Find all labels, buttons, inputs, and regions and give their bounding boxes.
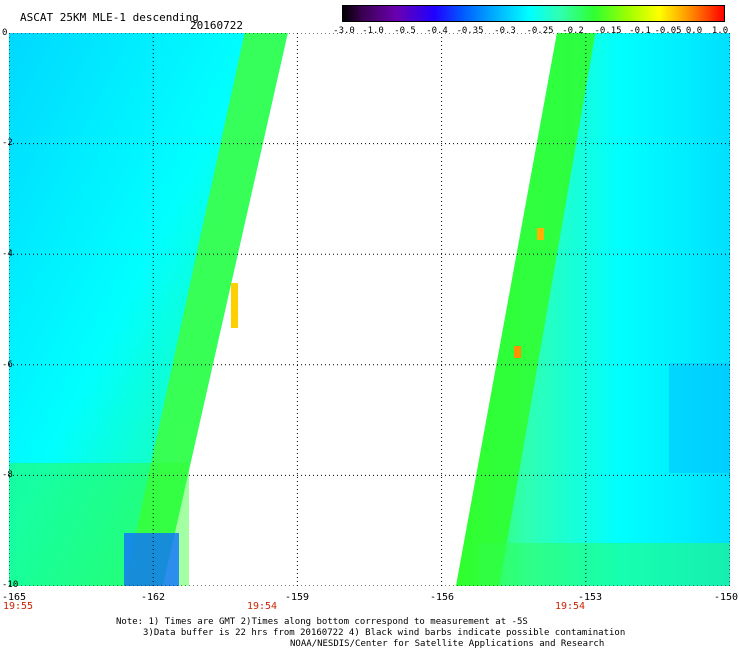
colorbar-label: -0.4 (426, 26, 448, 36)
pass-time-label: 19:54 (554, 601, 586, 612)
right-swath-edge (456, 33, 596, 586)
blue-patch (124, 533, 179, 586)
lon-label: -150 (713, 592, 739, 603)
colorbar-label: -0.15 (594, 26, 622, 36)
lat-lon-gridlines (9, 33, 730, 586)
colorbar-label: -1.0 (362, 26, 384, 36)
colorbar-label: -0.5 (394, 26, 416, 36)
colorbar-label: -0.05 (654, 26, 682, 36)
colorbar-label: -0.3 (494, 26, 516, 36)
orange-strip-2 (537, 228, 544, 240)
green-patch-east (479, 543, 730, 586)
lat-label: -6 (2, 360, 13, 370)
colorbar-label: -0.2 (562, 26, 584, 36)
colorbar-label: -0.25 (526, 26, 554, 36)
lon-label: -156 (429, 592, 455, 603)
colorbar-label: 1.0 (711, 26, 729, 36)
product-title: ASCAT 25KM MLE-1 descending (20, 11, 199, 24)
colorbar-label: 0.0 (685, 26, 703, 36)
colorbar-label: -0.1 (629, 26, 651, 36)
lat-label: -4 (2, 249, 13, 259)
blue-patch-east (669, 363, 730, 473)
lon-label: -159 (284, 592, 310, 603)
lon-label: -153 (577, 592, 603, 603)
lon-label: -165 (1, 592, 27, 603)
yellow-strip (231, 283, 238, 328)
lat-label: -2 (2, 138, 13, 148)
note-line-2: 3)Data buffer is 22 hrs from 20160722 4)… (143, 628, 626, 638)
color-scale-bar (342, 5, 725, 22)
pass-time-label: 19:54 (246, 601, 278, 612)
right-swath-data (456, 33, 730, 586)
lat-label: -10 (2, 580, 19, 590)
note-line-3: NOAA/NESDIS/Center for Satellite Applica… (290, 639, 605, 649)
lat-label: -8 (2, 470, 13, 480)
note-line-1: Note: 1) Times are GMT 2)Times along bot… (116, 617, 528, 627)
lat-label: 0 (2, 28, 8, 38)
wind-map (9, 33, 730, 586)
left-swath-edge (124, 33, 288, 586)
lon-label: -162 (140, 592, 166, 603)
colorbar-label: -3.0 (333, 26, 355, 36)
orange-strip (514, 346, 521, 358)
pass-time-label: 19:55 (2, 601, 34, 612)
product-date: 20160722 (190, 19, 243, 32)
colorbar-label: -0.35 (456, 26, 484, 36)
